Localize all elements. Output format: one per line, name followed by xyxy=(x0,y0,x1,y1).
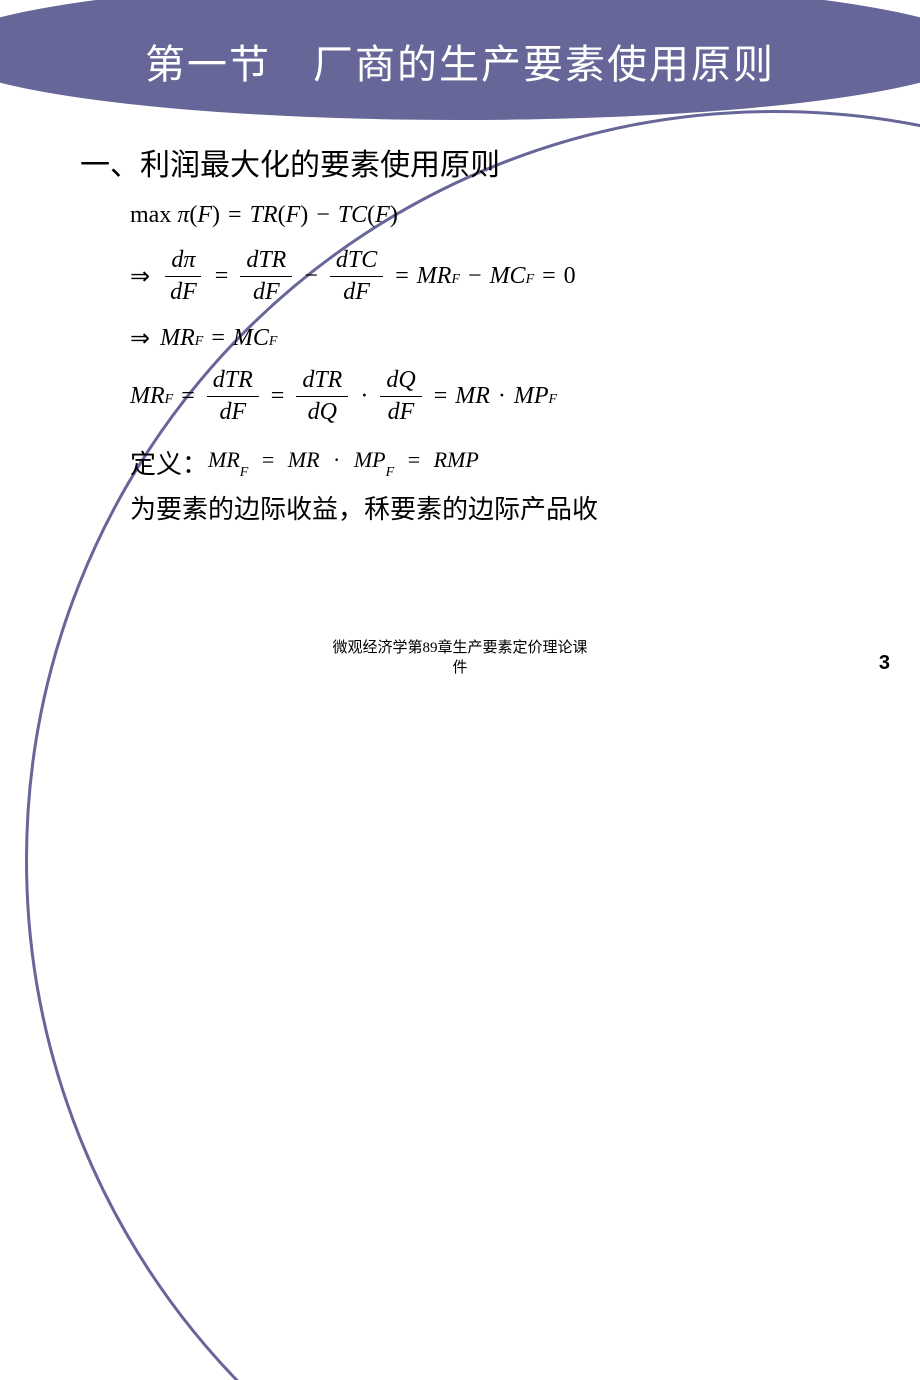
MR: MR xyxy=(455,383,490,410)
denominator: dF xyxy=(164,277,203,306)
content-area: 一、利润最大化的要素使用原则 max π (F) = TR (F) − TC (… xyxy=(80,140,860,526)
slide-footer: 微观经济学第89章生产要素定价理论课 件 xyxy=(0,639,920,678)
equation-4: MRF = dTR dF = dTR dQ · dQ dF = MR · MPF xyxy=(130,367,860,426)
slide-title: 第一节 厂商的生产要素使用原则 xyxy=(0,32,920,90)
definition-label: 定义： xyxy=(130,444,208,481)
equals: = xyxy=(262,447,274,472)
MC: MC xyxy=(233,325,269,352)
sub-F: F xyxy=(165,392,174,408)
max-operator: max xyxy=(130,202,171,229)
sub-F: F xyxy=(526,272,535,288)
denominator: dF xyxy=(247,277,286,306)
numerator: dTR xyxy=(207,367,259,397)
equation-2: ⇒ dπ dF = dTR dF − dTC dF = MRF − MCF = … xyxy=(130,247,860,306)
fraction-dQ-dF: dQ dF xyxy=(380,367,421,426)
numerator: dQ xyxy=(380,367,421,397)
minus: − xyxy=(316,202,330,229)
fraction-dTR-dF: dTR dF xyxy=(240,247,292,306)
footer-line-1: 微观经济学第89章生产要素定价理论课 xyxy=(0,639,920,659)
fraction-dpi-dF: dπ dF xyxy=(164,247,203,306)
zero: 0 xyxy=(564,263,576,290)
desc-part-b: 要素的边际产品收 xyxy=(390,495,598,524)
numerator: dπ xyxy=(165,247,201,277)
fraction-dTC-dF: dTC dF xyxy=(330,247,383,306)
desc-part-a: 为要素的边际收益，秝 xyxy=(130,495,390,524)
page-number: 3 xyxy=(879,652,890,675)
equals: = xyxy=(542,263,556,290)
fraction-dTR-dQ: dTR dQ xyxy=(296,367,348,426)
equals: = xyxy=(408,447,420,472)
sub-F: F xyxy=(195,334,204,350)
math-block: max π (F) = TR (F) − TC (F) ⇒ dπ dF = dT… xyxy=(130,202,860,526)
denominator: dF xyxy=(337,277,376,306)
sub-F: F xyxy=(240,465,249,480)
equals: = xyxy=(228,202,242,229)
RMP: RMP xyxy=(434,447,479,472)
fraction-dTR-dF: dTR dF xyxy=(207,367,259,426)
pi-symbol: π xyxy=(177,202,189,229)
equals: = xyxy=(395,263,409,290)
numerator: dTR xyxy=(296,367,348,397)
MR: MR xyxy=(417,263,452,290)
MP: MP xyxy=(354,447,386,472)
description-line: 为要素的边际收益，秝要素的边际产品收 xyxy=(130,489,860,526)
implies-arrow: ⇒ xyxy=(130,324,150,353)
TC: TC xyxy=(338,202,367,229)
var-F: F xyxy=(375,202,390,229)
MR: MR xyxy=(288,447,320,472)
dot: · xyxy=(498,383,506,410)
MP: MP xyxy=(514,383,549,410)
var-F: F xyxy=(197,202,212,229)
equation-1: max π (F) = TR (F) − TC (F) xyxy=(130,202,860,229)
section-subtitle: 一、利润最大化的要素使用原则 xyxy=(80,140,860,184)
definition-line: 定义： MRF = MR · MPF = RMP xyxy=(130,444,860,481)
denominator: dF xyxy=(213,397,252,426)
sub-F: F xyxy=(269,334,278,350)
TR: TR xyxy=(250,202,278,229)
equation-3: ⇒ MRF = MCF xyxy=(130,324,860,353)
footer-line-2: 件 xyxy=(0,659,920,679)
MR: MR xyxy=(208,447,240,472)
equals: = xyxy=(434,383,448,410)
MR: MR xyxy=(160,325,195,352)
MR: MR xyxy=(130,383,165,410)
title-banner: 第一节 厂商的生产要素使用原则 xyxy=(0,10,920,105)
sub-F: F xyxy=(386,465,395,480)
minus: − xyxy=(468,263,482,290)
sub-F: F xyxy=(549,392,558,408)
numerator: dTC xyxy=(330,247,383,277)
minus: − xyxy=(304,263,318,290)
denominator: dF xyxy=(382,397,421,426)
var-F: F xyxy=(286,202,301,229)
MC: MC xyxy=(490,263,526,290)
implies-arrow: ⇒ xyxy=(130,262,150,291)
numerator: dTR xyxy=(240,247,292,277)
equals: = xyxy=(215,263,229,290)
equals: = xyxy=(181,383,195,410)
denominator: dQ xyxy=(302,397,343,426)
dot: · xyxy=(333,447,340,472)
dot: · xyxy=(360,383,368,410)
sub-F: F xyxy=(451,272,460,288)
equals: = xyxy=(211,325,225,352)
equals: = xyxy=(271,383,285,410)
